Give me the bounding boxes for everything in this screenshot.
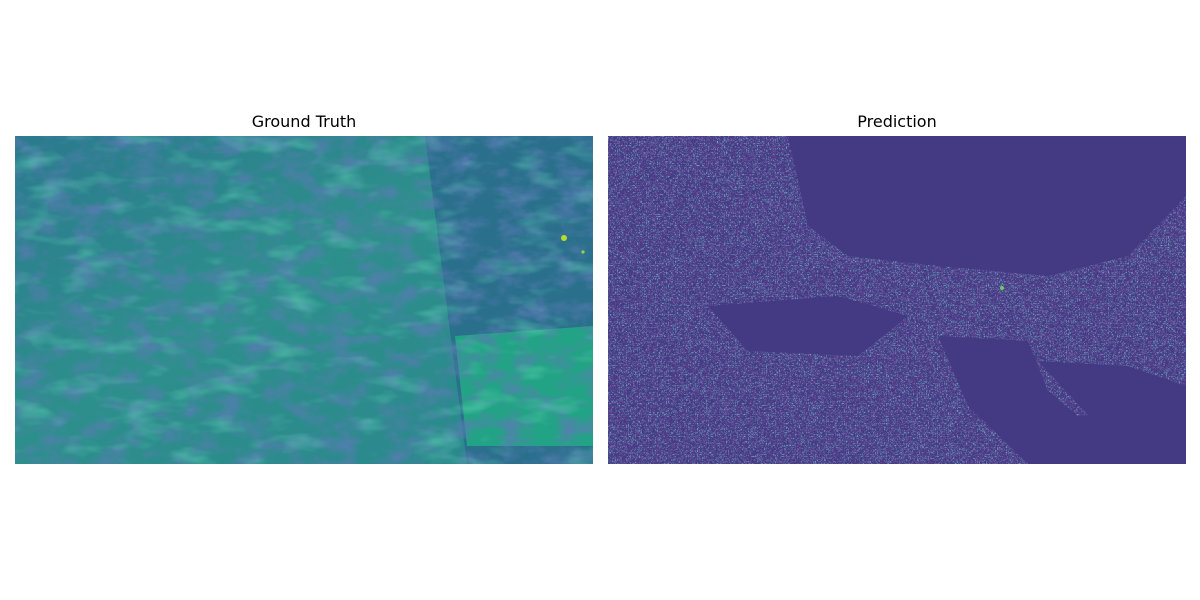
ground-truth-hotspot-small <box>581 250 585 254</box>
prediction-hotspot <box>1000 286 1004 290</box>
ground-truth-light-texture <box>15 136 593 464</box>
prediction-title: Prediction <box>857 112 937 131</box>
prediction-panel: Prediction <box>608 108 1186 464</box>
ground-truth-panel: Ground Truth <box>15 108 593 464</box>
ground-truth-title: Ground Truth <box>251 112 357 131</box>
prediction-heatmap <box>608 136 1186 464</box>
ground-truth-hotspot <box>561 235 567 241</box>
ground-truth-heatmap <box>15 136 593 464</box>
prediction-noise <box>608 136 1186 464</box>
